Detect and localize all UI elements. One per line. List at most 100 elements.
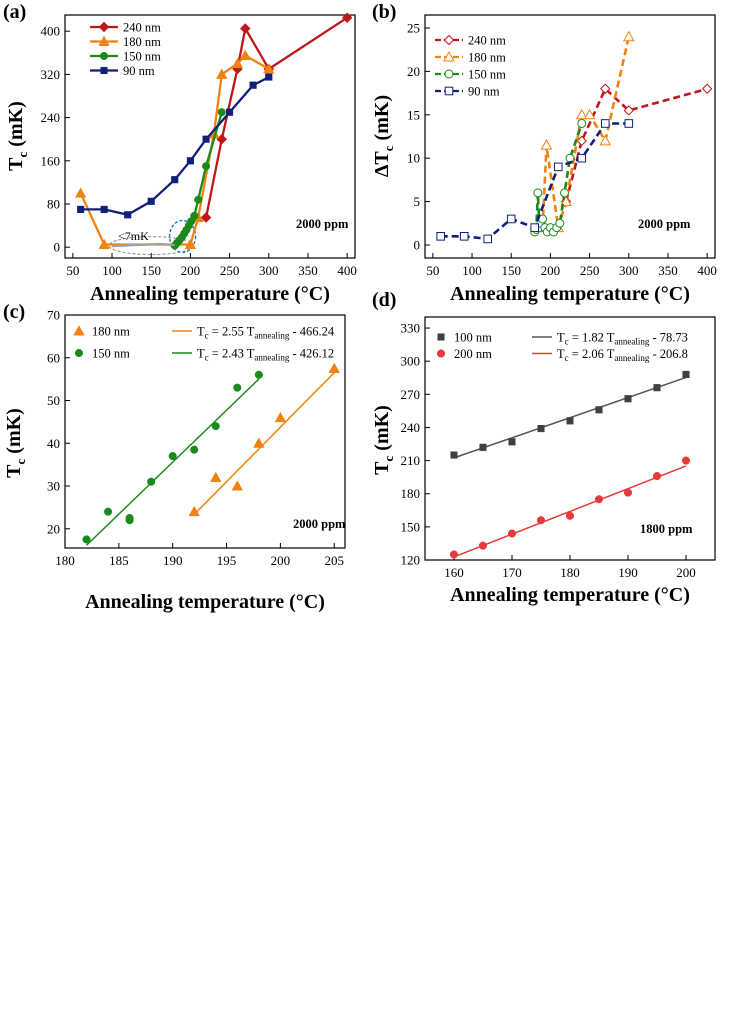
data-point [565, 153, 575, 163]
legend-fit-label: Tc = 2.43 Tannealing - 426.12 [197, 347, 334, 363]
y-tick-label: 210 [401, 453, 421, 468]
data-point [74, 187, 87, 198]
x-tick-label: 200 [676, 565, 696, 580]
data-point [560, 188, 570, 198]
y-tick-label: 300 [401, 354, 421, 369]
data-point [565, 511, 575, 520]
data-point [576, 135, 587, 147]
legend-label: 150 nm [468, 68, 506, 82]
data-point [506, 214, 516, 224]
data-point [98, 238, 110, 249]
plot-frame [64, 314, 346, 549]
data-point [450, 451, 458, 459]
legend-marker [444, 69, 454, 79]
series-180-nm [188, 362, 340, 517]
ppm-annotation: 2000 ppm [638, 217, 691, 231]
data-point [168, 452, 177, 461]
y-tick-label: 330 [401, 321, 421, 336]
series-line [80, 76, 270, 216]
data-point [200, 212, 212, 223]
x-tick-label: 200 [181, 263, 201, 278]
low-tc-note: <7mK [118, 229, 149, 243]
data-point [653, 384, 661, 392]
panel-label: (c) [3, 301, 25, 323]
y-tick-label: 40 [47, 436, 60, 451]
y-tick-label: 20 [47, 521, 60, 536]
data-point [533, 188, 543, 198]
data-point [184, 238, 197, 249]
data-point [599, 134, 612, 146]
data-point [194, 195, 203, 204]
series-line [111, 242, 175, 248]
data-point [263, 63, 275, 74]
data-point [226, 108, 234, 116]
x-tick-label: 170 [502, 565, 522, 580]
x-axis-title: Annealing temperature (°C) [450, 283, 690, 305]
data-point [624, 119, 634, 128]
data-point [507, 529, 517, 538]
x-tick-label: 150 [501, 263, 521, 278]
legend-label: 150 nm [123, 50, 161, 64]
ppm-annotation: 2000 ppm [296, 217, 349, 231]
data-point [216, 68, 228, 79]
data-point [239, 49, 251, 60]
plot-frame [424, 14, 716, 259]
data-point [171, 176, 179, 184]
series-line [79, 54, 270, 246]
data-point [575, 108, 588, 120]
data-point [239, 23, 251, 34]
legend: 180 nm Tc = 2.55 Tannealing - 466.24 150 n… [73, 325, 335, 363]
plot-frame [64, 14, 356, 259]
data-point [253, 437, 265, 448]
x-tick-label: 300 [619, 263, 639, 278]
data-point [82, 535, 91, 544]
data-point [577, 153, 587, 163]
panel-label: (d) [372, 289, 396, 311]
x-tick-label: 100 [102, 263, 122, 278]
y-tick-label: 5 [414, 194, 421, 209]
data-point [555, 218, 565, 228]
chart-panel-a: (a) 50 100 150 200 250 300 350 400 0 80 160 240 320 40… [3, 1, 357, 305]
y-tick-label: 15 [407, 107, 420, 122]
series-90-nm [436, 119, 634, 244]
y-tick-label: 10 [407, 151, 420, 166]
data-point [147, 197, 155, 205]
legend-label: 90 nm [468, 85, 500, 99]
y-tick-label: 150 [401, 519, 421, 534]
data-point [231, 480, 244, 491]
x-axis-title: Annealing temperature (°C) [450, 584, 690, 606]
data-point [147, 477, 156, 486]
y-tick-label: 120 [401, 553, 421, 568]
legend-marker [74, 348, 84, 358]
chart-panel-b: (b) 50 100 150 200 250 300 350 400 0 5 10 15 20 25 Anne… [371, 1, 717, 305]
data-point [77, 205, 85, 213]
series-150-nm [170, 108, 226, 250]
series-line [564, 87, 708, 202]
data-point [537, 425, 545, 433]
legend-marker [444, 86, 454, 96]
x-tick-label: 200 [271, 553, 291, 568]
data-point [202, 135, 210, 143]
x-tick-label: 100 [462, 263, 482, 278]
legend-marker [98, 35, 110, 46]
data-point [583, 108, 596, 120]
data-point [104, 507, 113, 516]
y-tick-label: 50 [47, 393, 60, 408]
y-tick-label: 180 [401, 486, 421, 501]
x-tick-label: 190 [163, 553, 183, 568]
legend-label: 150 nm [92, 347, 130, 361]
y-tick-label: 270 [401, 387, 421, 402]
data-point [508, 438, 516, 446]
x-tick-label: 200 [541, 263, 561, 278]
x-tick-label: 160 [444, 565, 464, 580]
y-axis-title: Tc (mK) [3, 408, 28, 478]
y-tick-label: 80 [47, 197, 60, 212]
data-point [536, 516, 546, 525]
series-200-nm [449, 456, 691, 559]
fit-line [86, 378, 260, 546]
data-point [701, 83, 713, 94]
y-tick-label: 20 [407, 64, 420, 79]
legend-label: 180 nm [92, 325, 130, 339]
data-point [211, 422, 220, 431]
